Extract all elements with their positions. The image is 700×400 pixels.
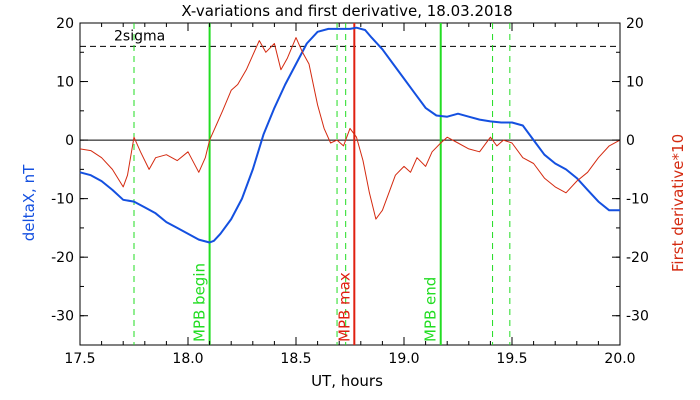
plot-area: MPB begin MPB max MPB end 2sigma [79, 22, 621, 346]
y-tick-label-left: 10 [56, 75, 74, 91]
y-tick-label-right: 20 [626, 16, 644, 32]
marker-label: MPB max [335, 272, 353, 342]
series-lines [79, 26, 621, 244]
x-tick-label: 19.0 [388, 351, 419, 367]
y-axis-left-title: deltaX, nT [20, 164, 38, 241]
y-axis-right-title: First derivative*10 [669, 134, 687, 272]
y-tick-label-left: -10 [51, 192, 74, 208]
chart-title: X-variations and first derivative, 18.03… [181, 2, 512, 20]
x-tick-label: 20.0 [604, 351, 635, 367]
y-tick-label-right: -20 [626, 250, 649, 266]
reference-lines [80, 45, 620, 141]
y-tick-label-right: 0 [626, 133, 635, 149]
vertical-markers [133, 23, 511, 345]
x-tick-label: 18.5 [280, 351, 311, 367]
series-derivative-line [79, 37, 621, 220]
marker-labels: MPB begin MPB max MPB end [191, 263, 440, 342]
y-tick-label-right: -10 [626, 192, 649, 208]
x-tick-label: 18.0 [172, 351, 203, 367]
y-axis-left: 20 10 0 -10 -20 -30 [51, 16, 88, 346]
y-tick-label-left: -20 [51, 250, 74, 266]
x-tick-label: 17.5 [64, 351, 95, 367]
y-tick-label-left: -30 [51, 309, 74, 325]
x-tick-label: 19.5 [496, 351, 527, 367]
y-tick-label-right: 10 [626, 75, 644, 91]
series-deltax-line [79, 26, 620, 244]
marker-label: MPB end [422, 277, 440, 342]
reference-label: 2sigma [114, 28, 165, 44]
reference-labels: 2sigma [114, 28, 165, 44]
y-tick-label-right: -30 [626, 309, 649, 325]
marker-label: MPB begin [191, 263, 209, 342]
plot-frame [79, 22, 621, 346]
x-axis: 17.5 18.0 18.5 19.0 19.5 20.0 [64, 23, 636, 367]
y-tick-label-left: 20 [56, 16, 74, 32]
y-axis-right: 20 10 0 -10 -20 -30 [612, 16, 649, 346]
y-tick-label-left: 0 [65, 133, 74, 149]
x-axis-title: UT, hours [311, 372, 383, 390]
